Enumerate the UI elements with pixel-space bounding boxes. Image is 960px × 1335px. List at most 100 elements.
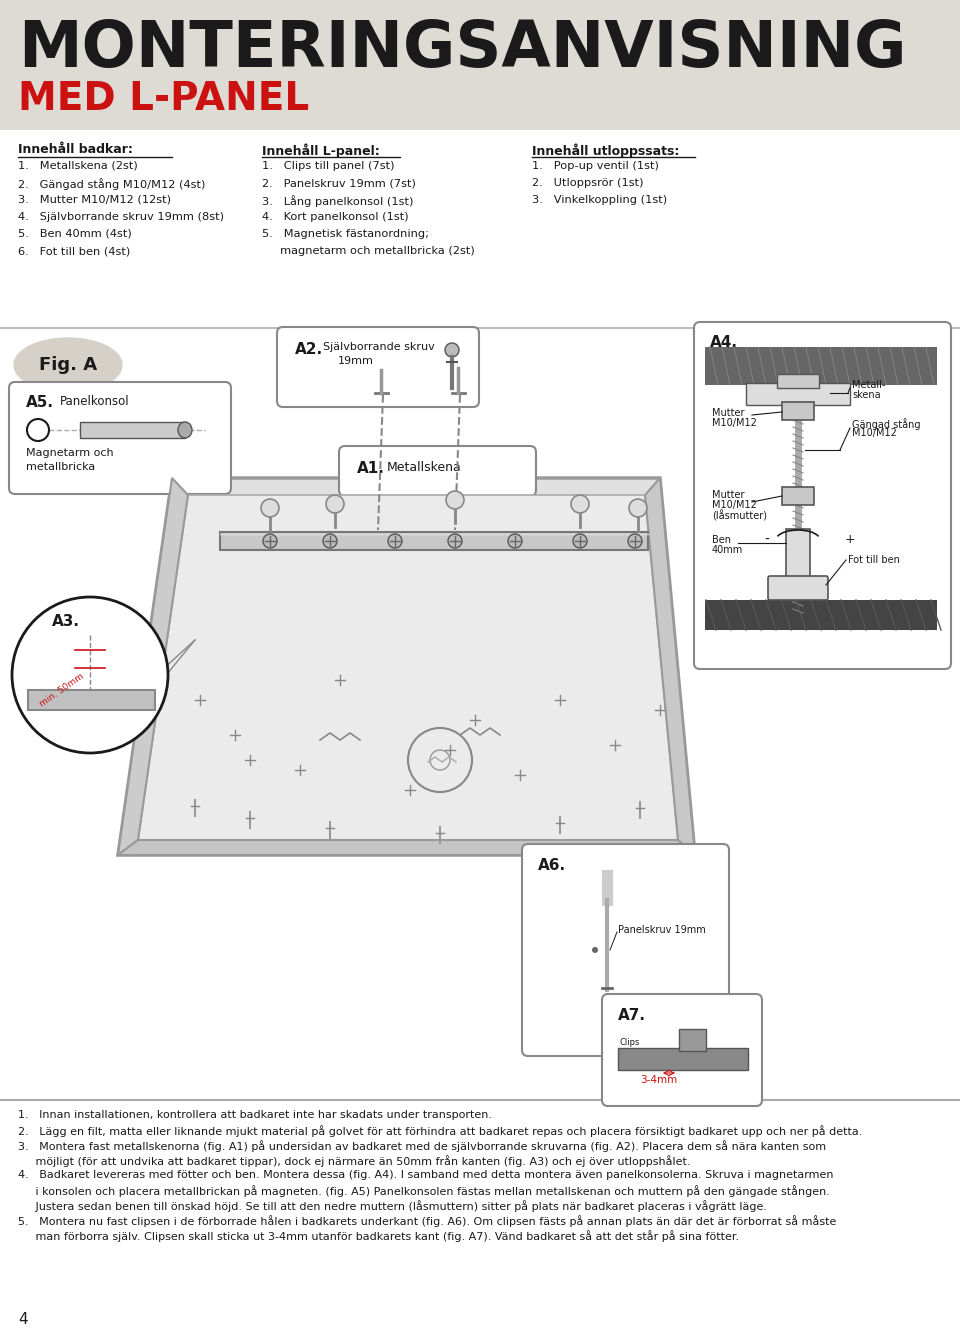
Text: MONTERINGSANVISNING: MONTERINGSANVISNING — [18, 17, 906, 80]
Text: Gängad stång: Gängad stång — [852, 418, 921, 430]
Text: Fig. A: Fig. A — [39, 356, 97, 374]
FancyBboxPatch shape — [777, 374, 819, 388]
Text: man förborra själv. Clipsen skall sticka ut 3-4mm utanför badkarets kant (fig. A: man förborra själv. Clipsen skall sticka… — [18, 1230, 739, 1242]
Circle shape — [573, 534, 587, 547]
Text: A2.: A2. — [295, 342, 324, 356]
Text: Justera sedan benen till önskad höjd. Se till att den nedre muttern (låsmuttern): Justera sedan benen till önskad höjd. Se… — [18, 1200, 767, 1212]
Text: A3.: A3. — [52, 614, 80, 629]
Text: Panelkonsol: Panelkonsol — [60, 395, 130, 409]
Text: 6.   Fot till ben (4st): 6. Fot till ben (4st) — [18, 246, 131, 256]
Text: A4.: A4. — [710, 335, 738, 350]
Polygon shape — [645, 478, 695, 854]
Text: skena: skena — [852, 390, 880, 400]
Text: 1.   Metallskena (2st): 1. Metallskena (2st) — [18, 162, 137, 171]
Text: Clips: Clips — [620, 1039, 640, 1047]
Text: A7.: A7. — [618, 1008, 646, 1023]
Circle shape — [388, 534, 402, 547]
FancyBboxPatch shape — [522, 844, 729, 1056]
Text: A5.: A5. — [26, 395, 54, 410]
Circle shape — [448, 534, 462, 547]
Text: 4.   Badkaret levereras med fötter och ben. Montera dessa (fig. A4). I samband m: 4. Badkaret levereras med fötter och ben… — [18, 1169, 833, 1180]
Ellipse shape — [178, 422, 192, 438]
Polygon shape — [220, 533, 648, 550]
FancyBboxPatch shape — [694, 322, 951, 669]
Text: M10/M12: M10/M12 — [712, 501, 756, 510]
Text: -: - — [764, 533, 769, 547]
Text: 4.   Kort panelkonsol (1st): 4. Kort panelkonsol (1st) — [262, 212, 409, 222]
Polygon shape — [138, 495, 678, 840]
Polygon shape — [118, 478, 188, 854]
Text: Panelskruv 19mm: Panelskruv 19mm — [618, 925, 706, 934]
Text: Innehåll badkar:: Innehåll badkar: — [18, 143, 132, 156]
Text: 5.   Ben 40mm (4st): 5. Ben 40mm (4st) — [18, 230, 132, 239]
Text: 3.   Vinkelkoppling (1st): 3. Vinkelkoppling (1st) — [532, 195, 667, 206]
Text: A6.: A6. — [538, 858, 566, 873]
Circle shape — [592, 947, 598, 953]
Circle shape — [508, 534, 522, 547]
FancyBboxPatch shape — [602, 995, 762, 1105]
Circle shape — [628, 534, 642, 547]
Text: 1.   Clips till panel (7st): 1. Clips till panel (7st) — [262, 162, 395, 171]
Circle shape — [326, 495, 344, 513]
Text: 2.   Gängad stång M10/M12 (4st): 2. Gängad stång M10/M12 (4st) — [18, 178, 205, 190]
Text: metallbricka: metallbricka — [26, 462, 95, 473]
Text: 1.   Innan installationen, kontrollera att badkaret inte har skadats under trans: 1. Innan installationen, kontrollera att… — [18, 1109, 492, 1120]
Text: (låsmutter): (låsmutter) — [712, 510, 767, 522]
Text: Mutter: Mutter — [712, 490, 745, 501]
Circle shape — [571, 495, 589, 513]
Text: möjligt (för att undvika att badkaret tippar), dock ej närmare än 50mm från kant: möjligt (för att undvika att badkaret ti… — [18, 1155, 690, 1167]
Text: min. 50mm: min. 50mm — [38, 672, 85, 709]
Circle shape — [261, 499, 279, 517]
Text: i konsolen och placera metallbrickan på magneten. (fig. A5) Panelkonsolen fästas: i konsolen och placera metallbrickan på … — [18, 1185, 829, 1197]
FancyBboxPatch shape — [679, 1029, 706, 1051]
Text: 3.   Lång panelkonsol (1st): 3. Lång panelkonsol (1st) — [262, 195, 414, 207]
Text: 3.   Montera fast metallskenorna (fig. A1) på undersidan av badkaret med de själ: 3. Montera fast metallskenorna (fig. A1)… — [18, 1140, 827, 1152]
Text: 4: 4 — [18, 1312, 28, 1327]
FancyBboxPatch shape — [705, 599, 937, 630]
FancyBboxPatch shape — [782, 402, 814, 421]
FancyBboxPatch shape — [746, 383, 850, 405]
Text: Metallskena: Metallskena — [387, 461, 462, 474]
Text: 3-4mm: 3-4mm — [640, 1075, 677, 1085]
FancyBboxPatch shape — [0, 129, 960, 324]
FancyBboxPatch shape — [782, 487, 814, 505]
Text: 2.   Panelskruv 19mm (7st): 2. Panelskruv 19mm (7st) — [262, 178, 416, 188]
Circle shape — [446, 491, 464, 509]
Text: Mutter: Mutter — [712, 409, 745, 418]
Text: 5.   Montera nu fast clipsen i de förborrade hålen i badkarets underkant (fig. A: 5. Montera nu fast clipsen i de förborra… — [18, 1215, 836, 1227]
Text: 19mm: 19mm — [338, 356, 373, 366]
Ellipse shape — [14, 338, 122, 392]
Text: Innehåll utloppssats:: Innehåll utloppssats: — [532, 143, 680, 158]
Text: 40mm: 40mm — [712, 545, 743, 555]
FancyBboxPatch shape — [277, 327, 479, 407]
Polygon shape — [618, 1048, 748, 1069]
Text: Magnetarm och: Magnetarm och — [26, 449, 113, 458]
Text: 4.   Självborrande skruv 19mm (8st): 4. Självborrande skruv 19mm (8st) — [18, 212, 224, 222]
Text: 2.   Lägg en filt, matta eller liknande mjukt material på golvet för att förhind: 2. Lägg en filt, matta eller liknande mj… — [18, 1125, 862, 1137]
Polygon shape — [118, 478, 695, 854]
Text: 5.   Magnetisk fästanordning;: 5. Magnetisk fästanordning; — [262, 230, 429, 239]
FancyBboxPatch shape — [9, 382, 231, 494]
Text: Ben: Ben — [712, 535, 731, 545]
FancyBboxPatch shape — [705, 347, 937, 384]
Polygon shape — [28, 690, 155, 710]
Text: 2.   Utloppsrör (1st): 2. Utloppsrör (1st) — [532, 178, 643, 188]
Text: 3.   Mutter M10/M12 (12st): 3. Mutter M10/M12 (12st) — [18, 195, 171, 206]
Text: M10/M12: M10/M12 — [852, 429, 897, 438]
Text: A1.: A1. — [357, 461, 385, 477]
Circle shape — [445, 343, 459, 356]
FancyBboxPatch shape — [786, 529, 810, 583]
Circle shape — [12, 597, 168, 753]
Text: Självborrande skruv: Självborrande skruv — [323, 342, 435, 352]
Circle shape — [323, 534, 337, 547]
FancyBboxPatch shape — [768, 575, 828, 599]
Text: Innehåll L-panel:: Innehåll L-panel: — [262, 143, 380, 158]
Text: magnetarm och metallbricka (2st): magnetarm och metallbricka (2st) — [262, 246, 475, 256]
Text: Metall-: Metall- — [852, 380, 885, 390]
Text: +: + — [845, 533, 855, 546]
Text: M10/M12: M10/M12 — [712, 418, 756, 429]
FancyBboxPatch shape — [0, 0, 960, 129]
Circle shape — [263, 534, 277, 547]
Text: MED L-PANEL: MED L-PANEL — [18, 80, 309, 117]
Circle shape — [629, 499, 647, 517]
